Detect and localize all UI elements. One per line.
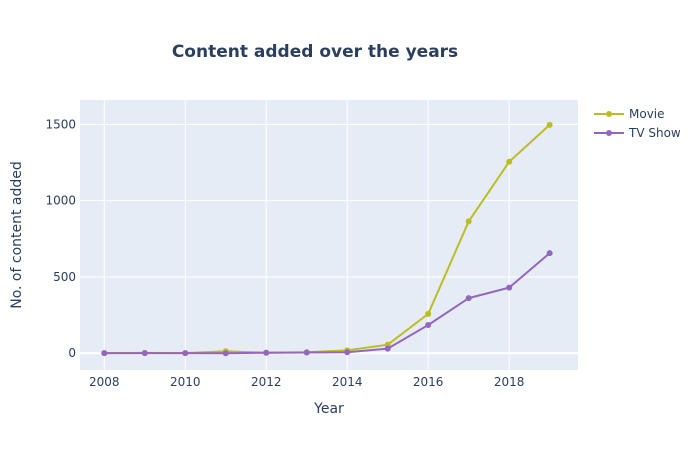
data-point-tv-show-2017 [465,295,472,302]
legend-label-movie: Movie [629,107,665,121]
series-tv-show [101,250,553,357]
data-point-tv-show-2015 [384,345,391,352]
series-layer [101,121,553,357]
data-point-tv-show-2012 [263,349,270,356]
data-point-movie-2019 [546,121,553,128]
y-tick-label-1000: 1000 [45,194,76,208]
x-tick-label-2010: 2010 [170,375,201,389]
y-axis-label: No. of content added [9,161,25,309]
x-tick-label-2008: 2008 [89,375,120,389]
data-point-tv-show-2016 [425,322,432,328]
data-point-tv-show-2009 [141,350,148,357]
data-point-tv-show-2018 [506,284,513,291]
y-tick-label-500: 500 [53,270,76,284]
legend-item-movie: Movie [594,107,665,121]
chart-title: Content added over the years [172,42,458,62]
data-point-tv-show-2010 [182,350,189,357]
legend-item-tv-show: TV Show [594,126,681,140]
series-line-tv-show [104,252,551,355]
y-tick-label-1500: 1500 [45,117,76,131]
legend-swatch-marker-tv-show [606,130,612,136]
x-tick-label-2014: 2014 [332,375,363,389]
data-point-movie-2018 [506,158,513,165]
x-tick-label-2012: 2012 [251,375,282,389]
data-point-tv-show-2011 [222,350,229,357]
legend-label-tv-show: TV Show [628,126,681,140]
data-point-movie-2017 [465,218,472,225]
data-point-tv-show-2008 [101,350,108,357]
legend-swatch-marker-movie [606,111,612,117]
data-point-tv-show-2014 [344,349,351,356]
x-tick-label-2016: 2016 [413,375,444,389]
tick-label-layer: 2008 2010 2012 2014 2016 2018 0 500 1000 1500 [45,117,524,389]
data-point-tv-show-2019 [546,250,553,257]
plot-background [80,100,578,370]
y-tick-label-0: 0 [68,346,76,360]
data-point-tv-show-2013 [303,349,310,356]
data-point-movie-2016 [425,310,432,317]
x-axis-label: Year [313,401,344,417]
x-tick-label-2018: 2018 [494,375,525,389]
legend: Movie TV Show [594,107,681,140]
